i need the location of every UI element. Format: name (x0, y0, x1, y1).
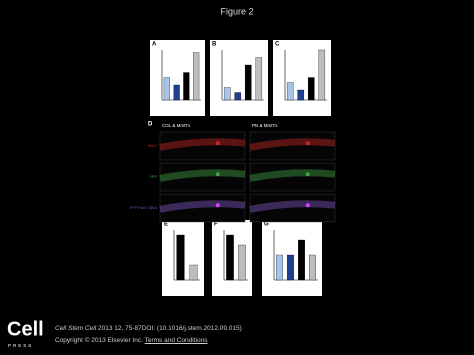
bar (176, 234, 185, 281)
fiber (249, 169, 336, 182)
bar (318, 49, 326, 101)
logo: Cell (7, 318, 44, 340)
panel-label: G (264, 222, 269, 228)
panel-label: C (275, 42, 280, 48)
cell (215, 172, 220, 177)
micrograph (159, 193, 246, 223)
micrograph (159, 131, 246, 161)
panel-label: F (214, 222, 218, 228)
micrograph (249, 193, 336, 223)
column-label: PN & MmtTx (252, 123, 278, 128)
bar (309, 254, 316, 281)
micrograph (159, 162, 246, 192)
bar (193, 52, 200, 101)
citation-text: 2013 12, 75-87DOI: (10.1016/j.stem.2012.… (98, 325, 242, 332)
copyright-line: Copyright © 2013 Elsevier Inc. Terms and… (55, 337, 207, 344)
bar (173, 84, 180, 101)
bar (276, 254, 283, 281)
copyright: Copyright © 2013 Elsevier Inc. (55, 337, 143, 344)
bar (234, 92, 242, 101)
citation: Cell Stem Cell 2013 12, 75-87DOI: (10.10… (55, 325, 242, 332)
micrograph (249, 162, 336, 192)
panel-label: E (164, 222, 168, 228)
row-label: YFP Pax7 DNA (130, 205, 158, 210)
bar (189, 264, 198, 281)
logo-sub: PRESS (8, 343, 33, 348)
row-label: YFP (149, 174, 157, 179)
journal: Cell Stem Cell (55, 325, 97, 332)
row-label: Pax7 (148, 143, 158, 148)
panel-label: A (152, 42, 157, 48)
bar (223, 87, 231, 101)
bar (244, 64, 252, 101)
cell (215, 141, 220, 146)
fiber (249, 200, 336, 213)
bar (287, 254, 294, 281)
cell (305, 203, 310, 208)
column-label: COL & MmtTx (162, 123, 191, 128)
micrograph (249, 131, 336, 161)
fiber (249, 138, 336, 151)
bar (183, 72, 190, 101)
cell (305, 141, 310, 146)
page-title: Figure 2 (220, 6, 253, 16)
bar (163, 77, 170, 101)
terms-link[interactable]: Terms and Conditions (144, 337, 208, 344)
bar (298, 239, 305, 281)
fiber (159, 169, 246, 182)
bar (238, 244, 246, 281)
fiber (159, 200, 246, 213)
bar (226, 234, 234, 281)
cell (215, 203, 220, 208)
bar (255, 57, 263, 101)
fiber (159, 138, 246, 151)
cell (305, 172, 310, 177)
bar (286, 82, 294, 101)
panel-label: B (212, 42, 217, 48)
panel-label: D (148, 122, 153, 128)
bar (297, 89, 305, 101)
bar (307, 77, 315, 101)
